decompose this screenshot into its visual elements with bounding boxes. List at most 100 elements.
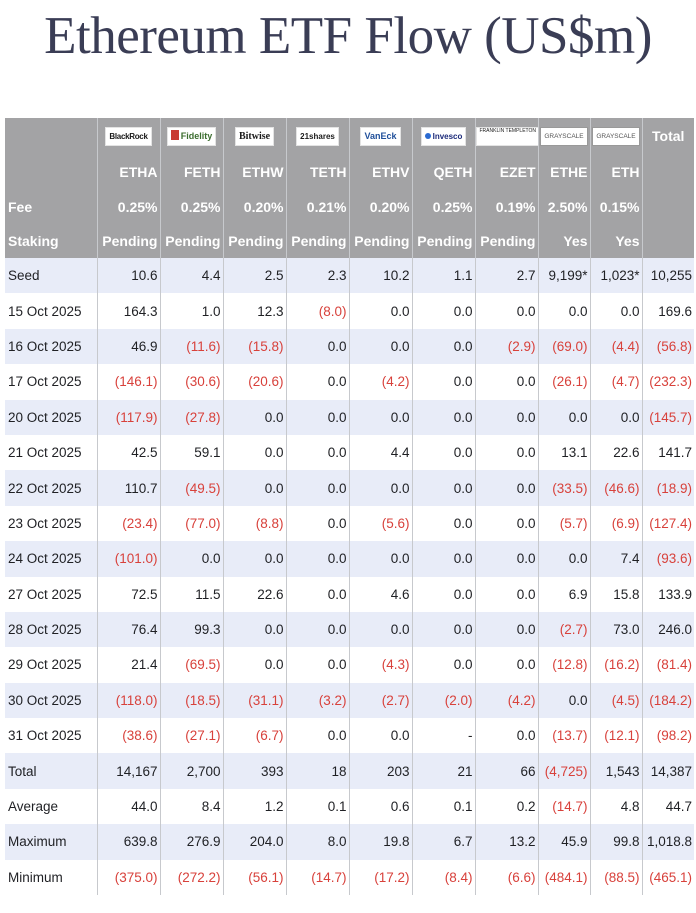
table-row: 15 Oct 2025 164.3 1.0 12.3 (8.0) 0.0 0.0 0.0 0.0… xyxy=(5,293,694,329)
flow-cell: 21.4 xyxy=(97,647,161,683)
flow-cell: 8.0 xyxy=(286,824,350,860)
flow-cell: 2.3 xyxy=(286,258,350,294)
flow-cell: - xyxy=(412,718,476,754)
staking-cell: Yes xyxy=(538,224,591,258)
flow-cell: (27.8) xyxy=(160,399,224,435)
flow-cell: (8.0) xyxy=(286,293,350,329)
flow-cell: 0.0 xyxy=(538,399,591,435)
fee-cell: 0.19% xyxy=(475,189,539,224)
flow-cell: (118.0) xyxy=(97,682,161,719)
summary-row: Maximum 639.8 276.9 204.0 8.0 19.8 6.7 13.2 45.9… xyxy=(5,824,694,860)
row-label: Total xyxy=(5,753,98,789)
row-label: 24 Oct 2025 xyxy=(5,541,98,577)
flow-cell: 0.0 xyxy=(412,505,476,542)
staking-cell: Pending xyxy=(223,224,287,258)
summary-row: Total 14,167 2,700 393 18 203 21 66 (4,725) 1,543… xyxy=(5,753,694,789)
table-row: 17 Oct 2025 (146.1) (30.6) (20.6) 0.0 (4.2) 0.… xyxy=(5,364,694,400)
flow-cell: 7.4 xyxy=(590,541,643,577)
flow-cell: 14,167 xyxy=(97,753,161,789)
staking-cell: Pending xyxy=(412,224,476,258)
issuer-logo-row: BlackRock Fidelity Bitwise 21shares VanE… xyxy=(5,118,694,154)
table-row: 28 Oct 2025 76.4 99.3 0.0 0.0 0.0 0.0 0.0 (2.7) 7… xyxy=(5,611,694,648)
grayscale-logo: GRAYSCALE xyxy=(540,126,588,146)
row-label: 28 Oct 2025 xyxy=(5,611,98,648)
flow-cell: 0.0 xyxy=(412,541,476,577)
flow-cell: (26.1) xyxy=(538,364,591,400)
flow-cell: 0.0 xyxy=(286,364,350,400)
flow-cell: 0.0 xyxy=(538,541,591,577)
row-label: 20 Oct 2025 xyxy=(5,399,98,435)
row-label: Minimum xyxy=(5,859,98,896)
table-row: 27 Oct 2025 72.5 11.5 22.6 0.0 4.6 0.0 0.0 6.9 15… xyxy=(5,576,694,612)
fee-cell: 0.15% xyxy=(590,189,643,224)
fee-cell: 0.20% xyxy=(349,189,413,224)
flow-cell: 0.0 xyxy=(223,470,287,506)
flow-cell: 4.4 xyxy=(160,258,224,294)
row-label: 17 Oct 2025 xyxy=(5,364,98,400)
flow-cell: 393 xyxy=(223,753,287,789)
staking-total-cell xyxy=(642,224,694,258)
table-row: 22 Oct 2025 110.7 (49.5) 0.0 0.0 0.0 0.0 0.0 (33… xyxy=(5,470,694,506)
flow-cell: (12.1) xyxy=(590,718,643,754)
flow-cell: (4.4) xyxy=(590,328,643,365)
flow-cell: (146.1) xyxy=(97,364,161,400)
flow-cell: (4,725) xyxy=(538,753,591,789)
flow-cell: (4.2) xyxy=(475,682,539,719)
flow-cell: 0.0 xyxy=(412,434,476,471)
flow-cell: 0.0 xyxy=(412,470,476,506)
fee-cell: 0.25% xyxy=(97,189,161,224)
flow-cell: 0.0 xyxy=(286,470,350,506)
flow-cell: (101.0) xyxy=(97,541,161,577)
table-row: 29 Oct 2025 21.4 (69.5) 0.0 0.0 (4.3) 0.0 0.0 (1… xyxy=(5,647,694,683)
staking-cell: Pending xyxy=(286,224,350,258)
staking-cell: Yes xyxy=(590,224,643,258)
flow-cell: (31.1) xyxy=(223,682,287,719)
row-label: Maximum xyxy=(5,824,98,860)
flow-cell: (16.2) xyxy=(590,647,643,683)
flow-cell: 639.8 xyxy=(97,824,161,860)
flow-cell: 15.8 xyxy=(590,576,643,612)
flow-cell: (23.4) xyxy=(97,505,161,542)
flow-cell: (49.5) xyxy=(160,470,224,506)
flow-cell: 0.6 xyxy=(349,788,413,825)
staking-row: Staking Pending Pending Pending Pending Pendi… xyxy=(5,224,694,258)
flow-cell: 0.0 xyxy=(538,293,591,329)
flow-cell: 0.0 xyxy=(286,611,350,648)
staking-label: Staking xyxy=(5,224,98,258)
flow-cell: 19.8 xyxy=(349,824,413,860)
flow-cell: (2.0) xyxy=(412,682,476,719)
flow-cell: 10.6 xyxy=(97,258,161,294)
flow-cell: 73.0 xyxy=(590,611,643,648)
flow-cell: 0.0 xyxy=(412,611,476,648)
flow-cell: (33.5) xyxy=(538,470,591,506)
21shares-logo: 21shares xyxy=(296,126,339,146)
flow-cell: (6.7) xyxy=(223,718,287,754)
flow-cell: (30.6) xyxy=(160,364,224,400)
vaneck-logo: VanEck xyxy=(360,126,401,146)
total-column-header: Total xyxy=(652,128,685,144)
total-cell: 1,018.8 xyxy=(642,824,694,860)
flow-cell: (69.5) xyxy=(160,647,224,683)
total-cell: 246.0 xyxy=(642,611,694,648)
total-cell: 141.7 xyxy=(642,434,694,471)
flow-cell: (375.0) xyxy=(97,859,161,896)
row-label: 16 Oct 2025 xyxy=(5,328,98,365)
flow-cell: 4.6 xyxy=(349,576,413,612)
row-label: 30 Oct 2025 xyxy=(5,682,98,719)
total-cell: (184.2) xyxy=(642,682,694,719)
flow-cell: (5.7) xyxy=(538,505,591,542)
flow-cell: 72.5 xyxy=(97,576,161,612)
flow-cell: 0.0 xyxy=(412,364,476,400)
ticker-header: EZET xyxy=(475,154,539,189)
total-cell: (18.9) xyxy=(642,470,694,506)
flow-cell: 21 xyxy=(412,753,476,789)
table-row: 21 Oct 2025 42.5 59.1 0.0 0.0 4.4 0.0 0.0 13.1 22… xyxy=(5,434,694,471)
flow-cell: 59.1 xyxy=(160,434,224,471)
corner-cell xyxy=(5,118,98,154)
flow-cell: 4.4 xyxy=(349,434,413,471)
flow-cell: 6.9 xyxy=(538,576,591,612)
flow-cell: 0.0 xyxy=(475,293,539,329)
etf-flow-table: BlackRock Fidelity Bitwise 21shares VanE… xyxy=(5,118,694,896)
summary-row: Minimum (375.0) (272.2) (56.1) (14.7) (17.2)(… xyxy=(5,859,694,896)
fee-total-cell xyxy=(642,189,694,224)
